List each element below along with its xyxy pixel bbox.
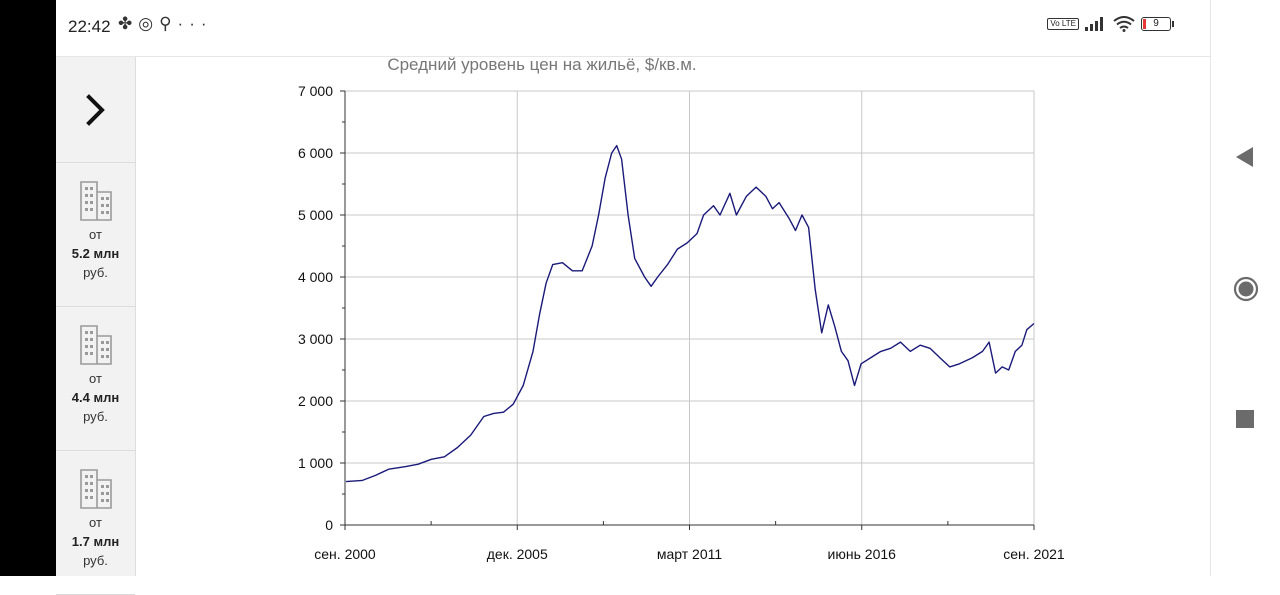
y-tick-label: 1 000 [298, 455, 333, 471]
building-icon [79, 181, 112, 221]
more-icon: ··· [177, 14, 213, 33]
series-line [345, 144, 1035, 483]
listing-from-label: от [89, 227, 102, 242]
price-chart-panel: Средний уровень цен на жильё, $/кв.м. 0 1… [136, 55, 1210, 576]
listing-sidebar: от 5.2 млн руб. от 4.4 млн руб. [56, 57, 136, 595]
y-tick-label: 6 000 [298, 145, 333, 161]
y-tick-label: 5 000 [298, 207, 333, 223]
listing-price: 5.2 млн [71, 246, 120, 261]
building-icon [79, 469, 112, 509]
x-tick-label: дек. 2005 [487, 546, 548, 562]
chevron-right-icon [85, 93, 105, 126]
y-tick-label: 2 000 [298, 393, 333, 409]
volte-icon: Vo LTE [1047, 18, 1079, 30]
status-system-icons: Vo LTE 9 [1047, 16, 1174, 32]
x-tick-label: сен. 2000 [314, 546, 376, 562]
listing-from-label: от [89, 371, 102, 386]
recents-icon[interactable] [1233, 409, 1255, 429]
sidebar-toggle-button[interactable] [56, 57, 135, 163]
building-icon [79, 325, 112, 365]
listing-from-label: от [89, 515, 102, 530]
status-notification-icons: ✤◎⚲··· [118, 14, 213, 34]
back-icon[interactable] [1233, 146, 1257, 168]
home-icon[interactable] [1233, 276, 1259, 302]
listing-currency: руб. [83, 553, 108, 568]
listing-item[interactable]: от 5.2 млн руб. [56, 163, 135, 307]
signal-icon [1085, 17, 1103, 31]
listing-price: 4.4 млн [71, 390, 120, 405]
y-tick-label: 0 [325, 517, 333, 533]
status-time: 22:42 [68, 17, 111, 36]
listing-item[interactable]: от 4.4 млн руб. [56, 307, 135, 451]
y-tick-label: 4 000 [298, 269, 333, 285]
chart-title: Средний уровень цен на жильё, $/кв.м. [387, 57, 696, 74]
listing-currency: руб. [83, 409, 108, 424]
left-black-edge [0, 0, 56, 576]
x-tick-label: март 2011 [657, 546, 723, 562]
x-tick-label: июнь 2016 [828, 546, 897, 562]
y-tick-label: 7 000 [298, 83, 333, 99]
android-nav-bar [1210, 0, 1280, 576]
x-tick-label: сен. 2021 [1003, 546, 1065, 562]
timer-icon: ◎ [138, 14, 160, 33]
battery-icon: 9 [1141, 17, 1174, 31]
listing-price: 1.7 млн [71, 534, 120, 549]
wifi-icon [1113, 16, 1135, 32]
status-bar: 22:42 ✤◎⚲··· Vo LTE 9 [56, 0, 1211, 57]
price-chart: Средний уровень цен на жильё, $/кв.м. 0 1… [298, 55, 1065, 562]
listing-item[interactable]: от 1.7 млн руб. [56, 451, 135, 595]
usb-icon: ⚲ [159, 14, 178, 33]
y-tick-label: 3 000 [298, 331, 333, 347]
listing-currency: руб. [83, 265, 108, 280]
pinwheel-icon: ✤ [118, 14, 139, 33]
